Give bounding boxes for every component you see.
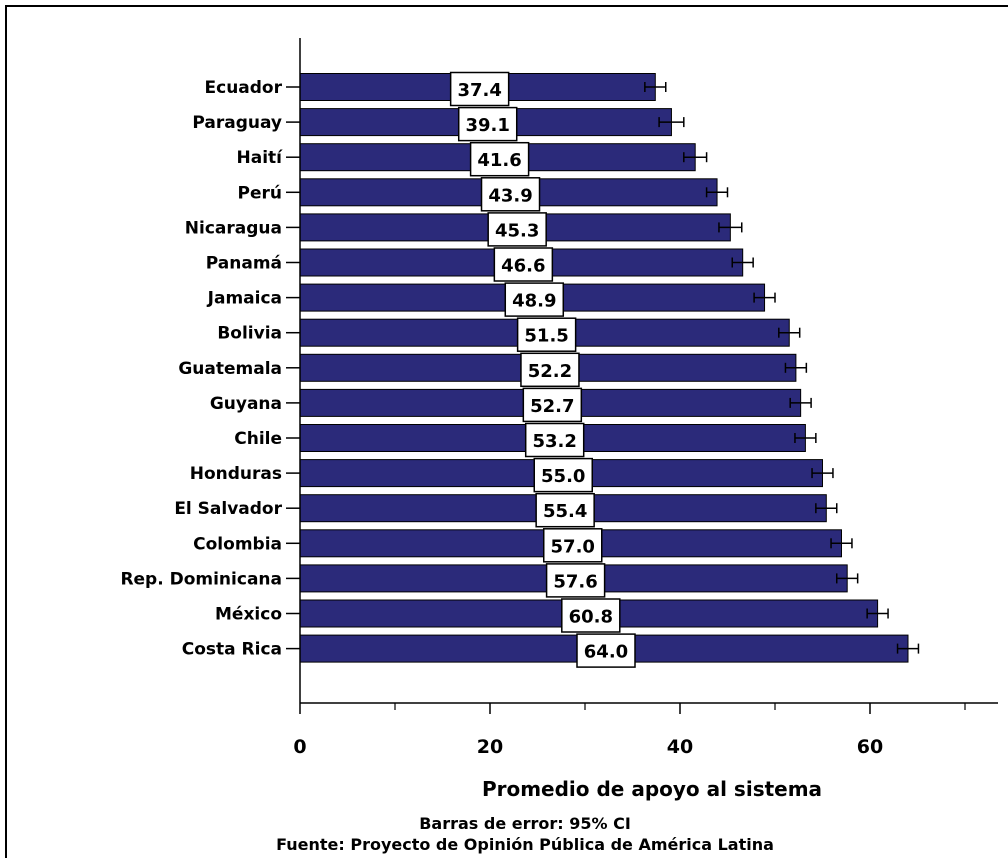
category-label-el-salvador: El Salvador — [174, 499, 282, 519]
value-label-box-paraguay — [457, 106, 518, 142]
x-tick-label-40: 40 — [667, 736, 693, 758]
value-label-nicaragua: 45.3 — [495, 220, 539, 241]
error-bar-peru — [705, 187, 729, 198]
value-label-box-el-salvador — [535, 492, 595, 528]
error-bar-rep-dominicana — [836, 573, 859, 584]
category-label-panama: Panamá — [206, 254, 282, 274]
category-label-chile: Chile — [234, 429, 282, 449]
error-bar-bolivia — [778, 327, 801, 338]
category-label-jamaica: Jamaica — [207, 289, 282, 309]
category-label-ecuador: Ecuador — [205, 78, 283, 98]
category-label-haiti: Haití — [237, 148, 284, 168]
value-label-mexico: 60.8 — [569, 607, 613, 628]
value-label-box-ecuador — [449, 71, 510, 107]
error-bar-costa-rica — [896, 643, 920, 654]
category-label-rep-dominicana: Rep. Dominicana — [120, 569, 282, 589]
error-bar-colombia — [830, 538, 853, 549]
x-axis-title: Promedio de apoyo al sistema — [482, 777, 822, 801]
error-bar-jamaica — [753, 292, 776, 303]
value-label-ecuador: 37.4 — [457, 80, 501, 101]
axes — [299, 38, 998, 704]
chart-frame — [5, 5, 1008, 858]
value-label-costa-rica: 64.0 — [584, 642, 628, 663]
error-bar-nicaragua — [718, 222, 743, 233]
value-label-haiti: 41.6 — [477, 150, 521, 171]
value-label-chile: 53.2 — [532, 431, 576, 452]
x-ticks: 0 20 40 60 — [293, 703, 966, 758]
x-tick-label-60: 60 — [857, 736, 883, 758]
error-bar-paraguay — [658, 117, 685, 128]
value-label-box-costa-rica — [576, 633, 636, 668]
value-label-box-honduras — [533, 457, 593, 493]
error-bar-guatemala — [784, 362, 808, 373]
value-label-box-guyana — [522, 387, 583, 423]
value-label-honduras: 55.0 — [541, 466, 585, 487]
category-label-guatemala: Guatemala — [178, 359, 282, 379]
value-label-box-chile — [524, 422, 585, 458]
value-label-bolivia: 51.5 — [524, 326, 568, 347]
source-note: Fuente: Proyecto de Opinión Pública de A… — [276, 835, 774, 854]
x-tick-label-0: 0 — [293, 736, 306, 758]
error-bar-mexico — [866, 608, 889, 619]
error-bar-panama — [731, 257, 754, 268]
value-label-guyana: 52.7 — [530, 396, 574, 417]
value-label-box-colombia — [543, 528, 603, 563]
value-label-peru: 43.9 — [488, 185, 532, 206]
category-label-paraguay: Paraguay — [192, 113, 282, 133]
category-label-guyana: Guyana — [210, 394, 282, 414]
value-label-el-salvador: 55.4 — [543, 501, 587, 522]
error-bar-ecuador — [644, 82, 667, 92]
category-label-bolivia: Bolivia — [217, 324, 282, 344]
category-label-costa-rica: Costa Rica — [182, 640, 282, 660]
value-label-box-jamaica — [504, 282, 565, 317]
category-label-honduras: Honduras — [190, 464, 282, 484]
error-bar-guyana — [789, 397, 812, 408]
x-tick-label-20: 20 — [477, 736, 503, 758]
bars-layer: 37.4 39.1 41.6 43.9 45.3 46.6 48.9 51.5 52.2 52.7… — [299, 71, 920, 668]
value-label-colombia: 57.0 — [551, 536, 595, 557]
value-label-box-bolivia — [516, 317, 577, 352]
value-label-jamaica: 48.9 — [512, 291, 556, 312]
value-label-panama: 46.6 — [501, 256, 545, 277]
value-label-box-mexico — [561, 598, 621, 633]
error-bar-note: Barras de error: 95% CI — [419, 814, 631, 833]
value-label-box-guatemala — [520, 352, 580, 388]
value-label-rep-dominicana: 57.6 — [553, 571, 597, 592]
category-label-nicaragua: Nicaragua — [185, 218, 282, 238]
error-bar-haiti — [683, 152, 708, 163]
value-label-box-haiti — [469, 141, 530, 177]
error-bar-el-salvador — [815, 503, 838, 514]
category-label-colombia: Colombia — [193, 534, 282, 554]
error-bar-honduras — [811, 468, 834, 479]
category-label-peru: Perú — [238, 183, 282, 203]
value-label-guatemala: 52.2 — [528, 361, 572, 382]
value-label-box-panama — [493, 247, 554, 282]
category-label-mexico: México — [215, 605, 282, 625]
value-label-box-rep-dominicana — [545, 563, 606, 598]
value-label-box-peru — [480, 177, 541, 212]
value-label-paraguay: 39.1 — [466, 115, 510, 136]
category-labels: Ecuador Paraguay Haití Perú Nicaragua Panamá J… — [120, 78, 300, 660]
error-bar-chile — [794, 433, 817, 443]
value-label-box-nicaragua — [487, 212, 547, 247]
